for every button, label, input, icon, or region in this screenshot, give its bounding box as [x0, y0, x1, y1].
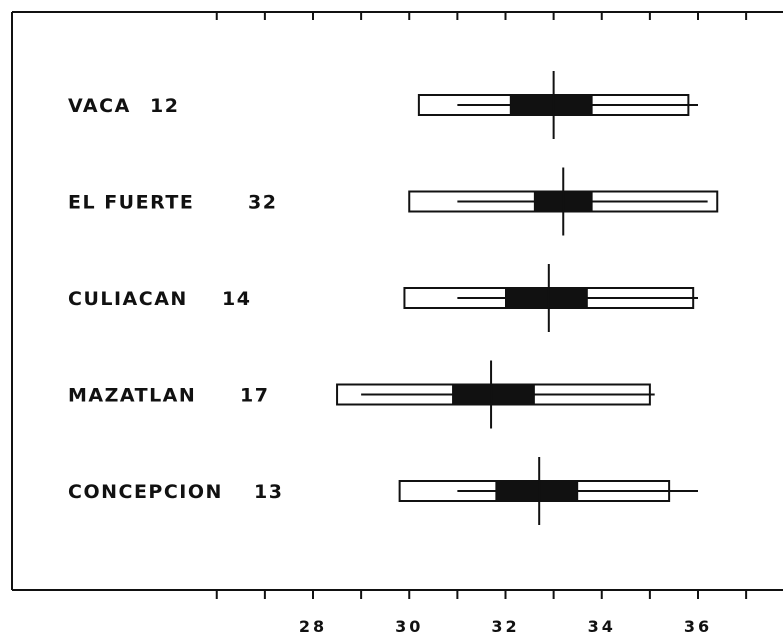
row-label-name: CULIACAN	[68, 288, 188, 310]
row-label-count: 12	[150, 95, 179, 117]
x-tick-label: 32	[491, 617, 519, 635]
inner-box	[452, 384, 535, 405]
row-label-count: 17	[240, 385, 269, 407]
row-label-name: CONCEPCION	[68, 481, 223, 503]
row-label-name: MAZATLAN	[68, 385, 196, 407]
x-tick-label: 30	[395, 617, 423, 635]
row-label-count: 14	[222, 288, 251, 310]
row-label-count: 13	[254, 481, 283, 503]
row-label-count: 32	[248, 192, 277, 214]
x-tick-label: 28	[299, 617, 327, 635]
row-label-name: EL FUERTE	[68, 192, 194, 214]
x-tick-label: 36	[684, 617, 712, 635]
inner-box	[509, 94, 593, 116]
inner-box	[495, 480, 579, 502]
inner-box	[505, 287, 588, 309]
row-label-name: VACA	[68, 95, 131, 117]
x-tick-label: 34	[588, 617, 616, 635]
